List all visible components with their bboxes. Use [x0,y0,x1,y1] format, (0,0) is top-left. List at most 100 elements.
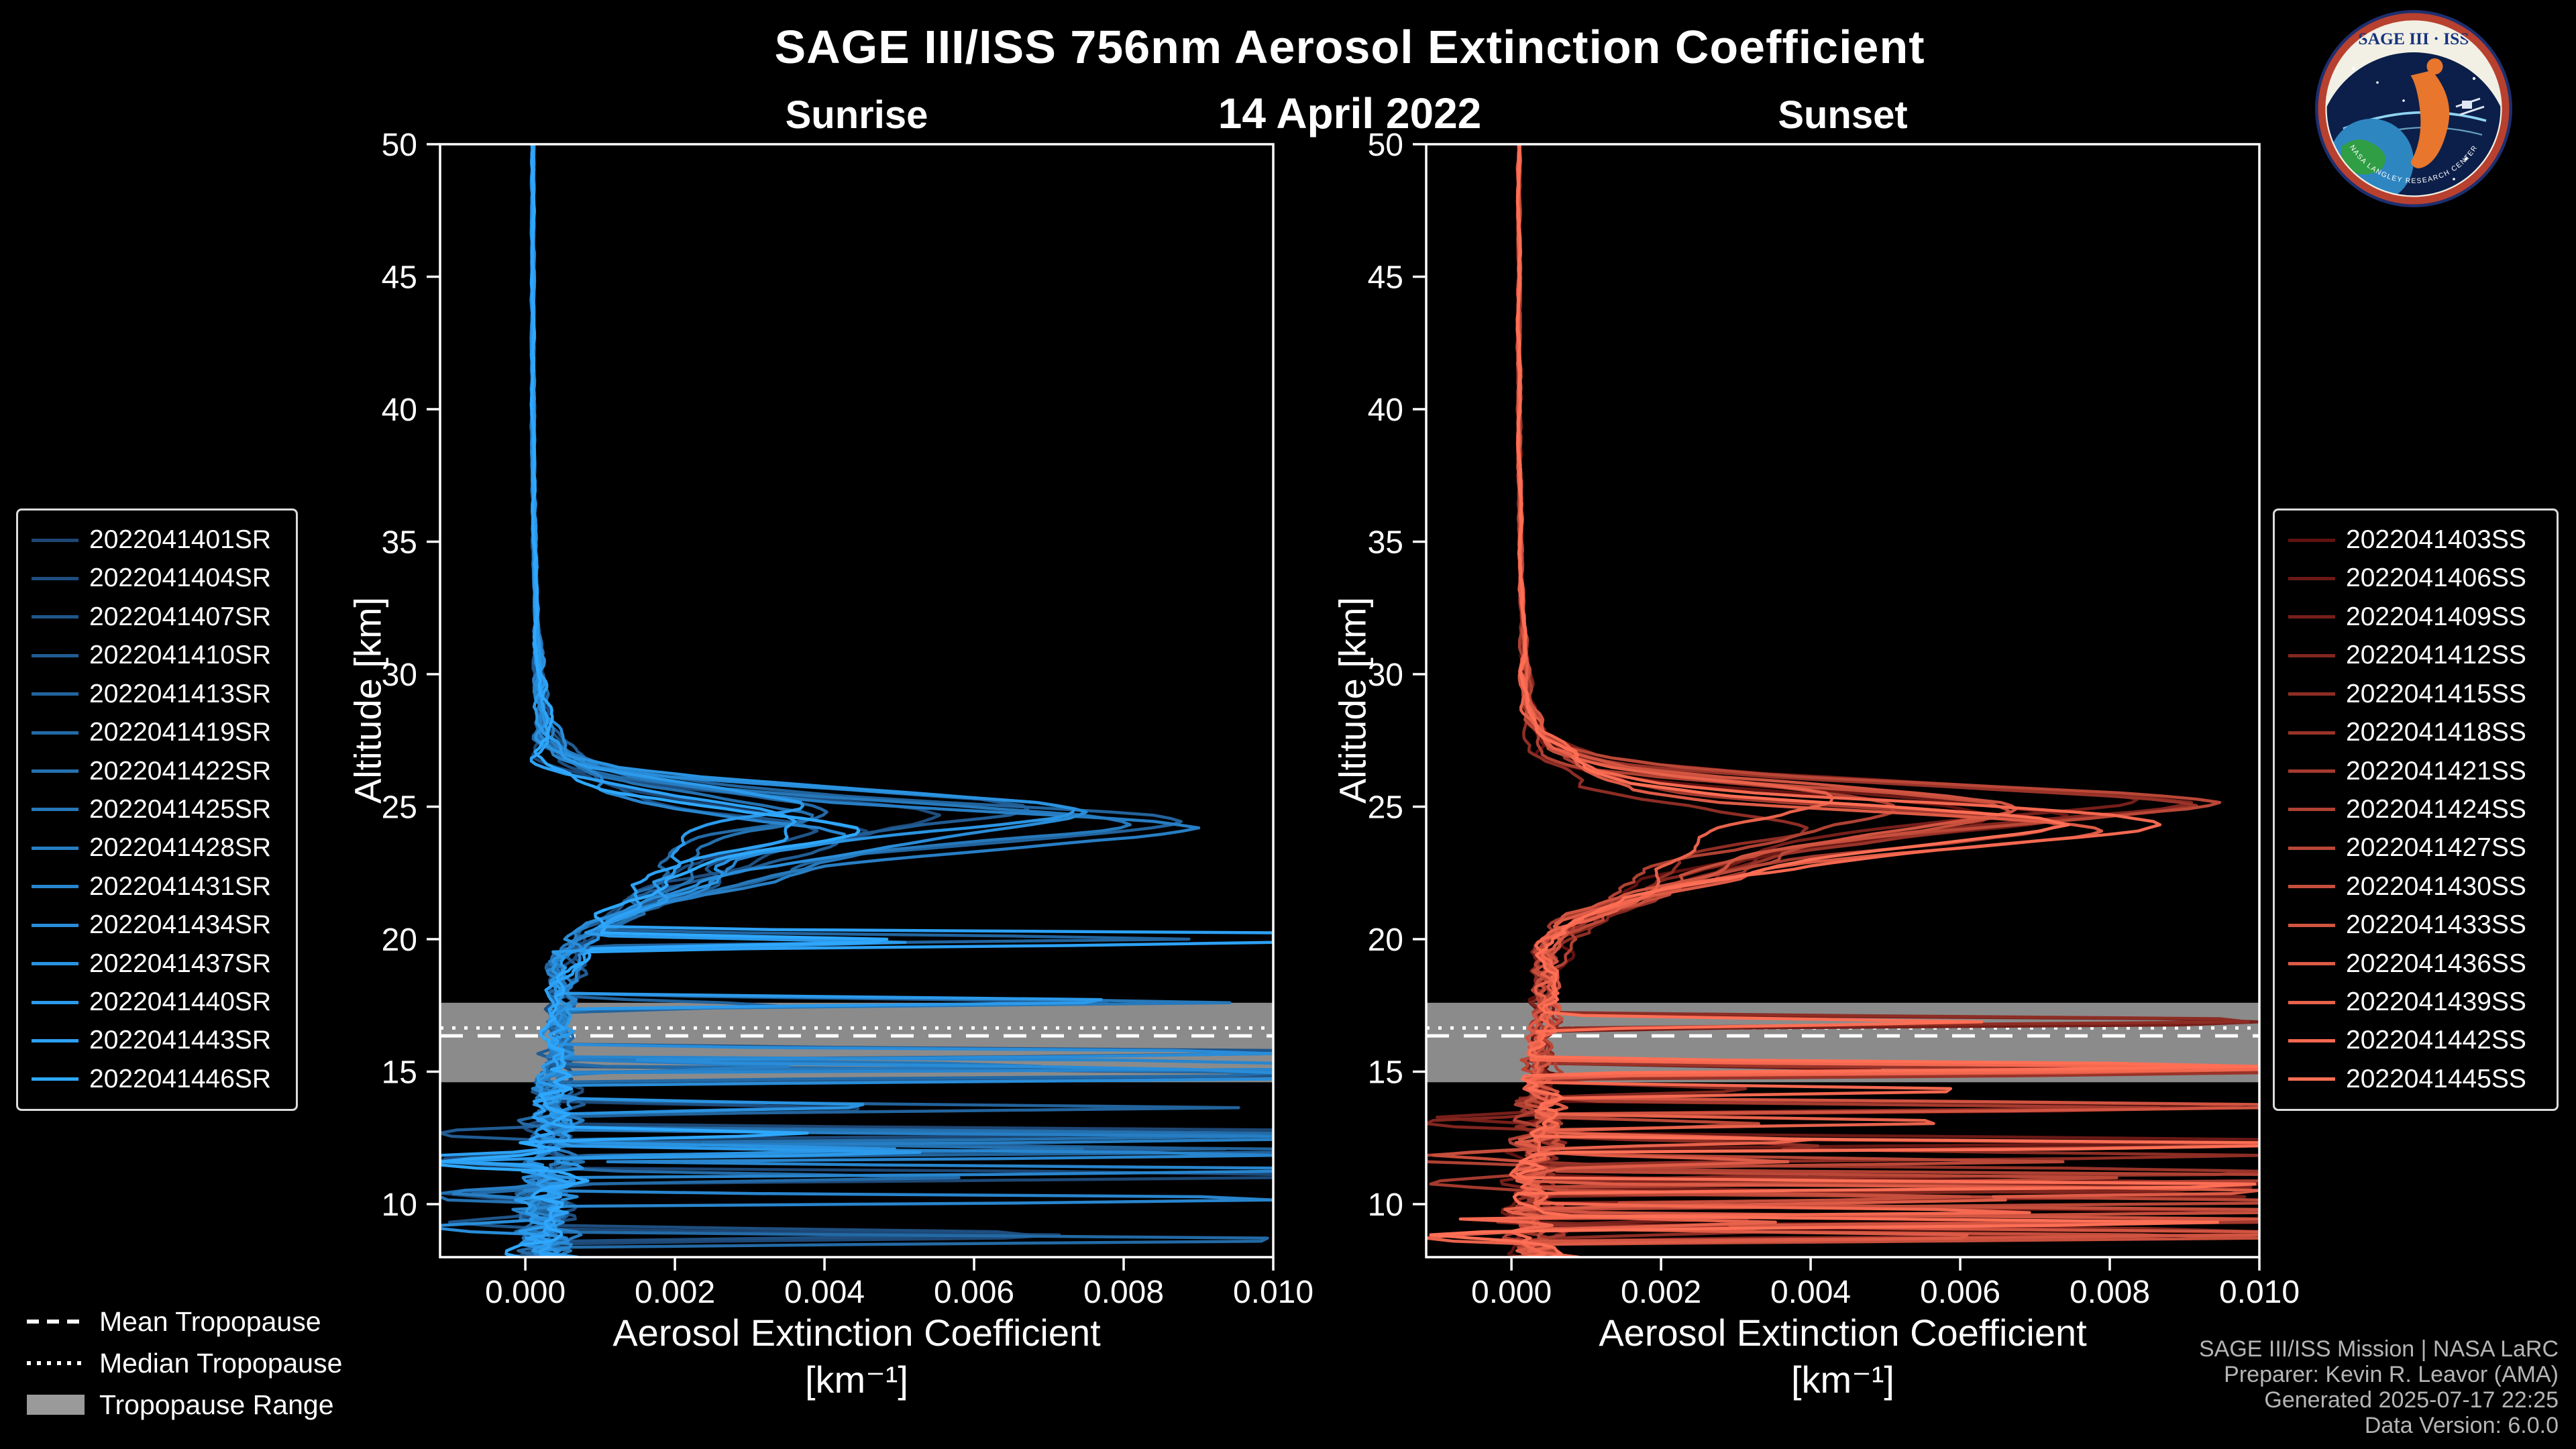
legend-item: 2022041445SS [2288,1061,2543,1098]
x-tick-label: 0.002 [635,1275,715,1310]
legend-item: 2022041421SS [2288,753,2543,790]
legend-item: 2022041431SR [32,868,282,906]
legend-line-swatch [2288,846,2335,850]
legend-line-swatch [2288,923,2335,927]
legend-item: 2022041410SR [32,637,282,674]
legend-label: 2022041442SS [2346,1026,2526,1055]
legend-label: 2022041425SR [89,794,272,824]
legend-line-swatch [2288,731,2335,735]
sage-iss-patch: SAGE III · ISS NASA LANGLEY RESEARCH CEN… [2315,10,2512,207]
tropopause-legend: Mean Tropopause Median Tropopause Tropop… [27,1305,342,1421]
y-tick-label: 25 [1368,790,1403,826]
legend-item: 2022041415SS [2288,676,2543,713]
legend-label: 2022041421SS [2346,756,2526,786]
y-tick-label: 10 [1368,1187,1403,1223]
legend-label: Mean Tropopause [99,1305,321,1337]
y-tick-label: 20 [1368,922,1403,958]
legend-line-swatch [32,692,78,696]
legend-line-swatch [32,653,78,657]
footer-credits: SAGE III/ISS Mission | NASA LaRC Prepare… [2199,1336,2559,1438]
legend-label: 2022041443SR [89,1026,272,1055]
helios-figure [2410,70,2450,168]
profile-line-2022041433SS [1515,144,2259,1257]
profile-line-2022041439SS [1426,144,1935,1257]
profile-line-2022041406SS [1501,144,2259,1257]
legend-item: 2022041443SR [32,1022,282,1059]
profile-line-2022041418SS [1513,144,2259,1257]
profile-line-2022041442SS [1458,144,2259,1257]
legend-item: 2022041425SR [32,791,282,828]
profile-line-2022041403SS [1505,144,2259,1257]
legend-label: 2022041439SS [2346,987,2526,1017]
legend-item: 2022041422SR [32,753,282,790]
y-tick-label: 30 [382,657,417,693]
footer-generated: Generated 2025-07-17 22:25 [2264,1387,2559,1413]
legend-line-swatch [32,808,78,812]
legend-line-swatch [2288,1000,2335,1004]
x-axis-label-sunset: Aerosol Extinction Coefficient [km⁻¹] [1426,1309,2259,1403]
legend-line-swatch [32,769,78,773]
x-tick-label: 0.010 [2219,1275,2300,1310]
legend-item: 2022041409SS [2288,598,2543,636]
axes-frame [1425,143,2261,1258]
legend-label: 2022041430SS [2346,871,2526,901]
x-axis-label-sunrise: Aerosol Extinction Coefficient [km⁻¹] [440,1309,1273,1403]
y-tick-label: 15 [1368,1055,1403,1091]
legend-label: 2022041415SS [2346,679,2526,708]
profile-line-2022041445SS [1429,144,2259,1257]
legend-item: 2022041446SR [32,1061,282,1098]
legend-item: 2022041433SS [2288,906,2543,944]
x-tick-label: 0.006 [934,1275,1014,1310]
legend-label: 2022041440SR [89,987,272,1017]
legend-line-swatch [2288,808,2335,812]
y-tick-label: 40 [382,392,417,428]
profile-line-2022041437SR [519,144,1076,1257]
legend-sunset: 2022041403SS 2022041406SS 2022041409SS 2022… [2273,508,2559,1111]
legend-item: 2022041427SS [2288,829,2543,867]
legend-item: 2022041439SS [2288,983,2543,1021]
y-tick-label: 30 [1368,657,1403,693]
legend-label: 2022041446SR [89,1064,272,1093]
legend-line-swatch [2288,538,2335,542]
legend-item-median-tropopause: Median Tropopause [27,1347,342,1379]
legend-item-tropopause-range: Tropopause Range [27,1389,342,1421]
legend-label: 2022041401SR [89,525,272,554]
profile-line-2022041409SS [1435,144,2259,1257]
dashed-line-swatch [27,1320,85,1324]
x-tick-label: 0.000 [1471,1275,1552,1310]
legend-line-swatch [2288,962,2335,966]
y-tick-label: 50 [1368,127,1403,163]
legend-item: 2022041412SS [2288,637,2543,674]
x-tick-label: 0.006 [1920,1275,2000,1310]
legend-item: 2022041418SS [2288,714,2543,751]
x-axis-label-unit: [km⁻¹] [1791,1358,1894,1401]
legend-line-swatch [32,1000,78,1004]
legend-line-swatch [2288,692,2335,696]
y-tick-label: 15 [382,1055,417,1091]
profile-line-2022041425SR [515,144,1232,1257]
legend-sunrise: 2022041401SR 2022041404SR 2022041407SR 2022… [16,508,298,1111]
legend-line-swatch [2288,1077,2335,1081]
legend-label: 2022041434SR [89,910,272,940]
x-axis-label-unit: [km⁻¹] [805,1358,908,1401]
panel-title-sunset: Sunset [1778,93,1908,137]
panel-title-sunrise: Sunrise [785,93,928,137]
legend-label: 2022041445SS [2346,1064,2526,1093]
legend-label: 2022041412SS [2346,641,2526,670]
page-title: SAGE III/ISS 756nm Aerosol Extinction Co… [774,21,1925,73]
legend-item: 2022041413SR [32,676,282,713]
profile-line-2022041431SR [511,144,1273,1257]
y-tick-label: 25 [382,790,417,826]
legend-label: 2022041424SS [2346,794,2526,824]
y-axis-label-sunset: Altitude [km] [1331,596,1374,804]
legend-label: 2022041436SS [2346,949,2526,978]
x-tick-label: 0.002 [1621,1275,1701,1310]
legend-label: 2022041409SS [2346,602,2526,631]
plot-area-sunset [1426,144,2259,1257]
y-tick-label: 10 [382,1187,417,1223]
x-tick-label: 0.008 [2070,1275,2150,1310]
legend-label: 2022041419SR [89,718,272,747]
legend-item: 2022041404SR [32,559,282,597]
legend-line-swatch [32,1038,78,1042]
x-axis-label-text: Aerosol Extinction Coefficient [1599,1311,2087,1354]
